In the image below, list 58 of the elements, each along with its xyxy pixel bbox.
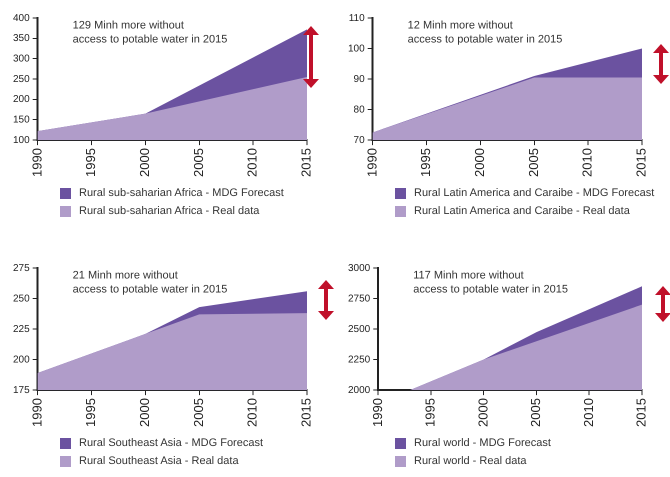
x-tick-label: 2010: [580, 398, 596, 427]
x-tick-label: 1995: [83, 148, 98, 177]
x-tick-label: 1990: [364, 148, 380, 177]
annotation: 21 Minh more without access to potable water in 2015: [72, 270, 228, 296]
y-tick-label: 100: [12, 134, 30, 146]
x-tick-label: 2000: [475, 398, 490, 427]
y-tick-label: 250: [12, 293, 30, 304]
legend-label: Rural Southeast Asia - Real data: [79, 455, 239, 467]
y-tick-label: 225: [12, 324, 30, 335]
legend-label: Rural sub-saharian Africa - Real data: [79, 205, 260, 217]
y-tick-label: 2750: [348, 293, 371, 304]
x-tick-label: 1990: [29, 148, 44, 177]
y-tick-label: 2000: [348, 384, 371, 396]
y-tick-label: 70: [354, 134, 366, 146]
x-tick-label: 2015: [634, 148, 649, 177]
x-tick-label: 1995: [422, 398, 438, 427]
y-tick-label: 100: [348, 43, 366, 54]
legend-label: Rural Southeast Asia - MDG Forecast: [79, 437, 264, 449]
legend-label: Rural world - MDG Forecast: [414, 437, 551, 449]
x-tick-label: 1990: [29, 398, 44, 427]
y-tick-label: 3000: [348, 262, 371, 274]
annotation: 129 Minh more without access to potable water in 2015: [72, 20, 228, 46]
x-tick-label: 2010: [244, 398, 260, 427]
x-tick-label: 2005: [528, 398, 544, 427]
legend-label: Rural world - Real data: [414, 455, 526, 467]
y-tick-label: 200: [12, 94, 30, 106]
x-tick-label: 2005: [190, 148, 206, 177]
y-tick-label: 350: [12, 33, 30, 44]
y-tick-label: 250: [12, 74, 30, 85]
y-tick-label: 90: [354, 74, 366, 85]
y-tick-label: 2250: [348, 354, 371, 366]
y-tick-label: 275: [12, 262, 30, 274]
x-tick-label: 1990: [370, 398, 385, 427]
x-tick-label: 1995: [418, 148, 434, 177]
x-tick-label: 2010: [244, 148, 260, 177]
x-tick-label: 2010: [580, 148, 595, 177]
x-tick-label: 2000: [136, 148, 152, 177]
y-tick-label: 300: [12, 53, 30, 64]
x-tick-label: 1995: [83, 398, 98, 427]
y-tick-label: 80: [354, 104, 366, 116]
y-tick-label: 2500: [348, 324, 371, 335]
x-tick-label: 2005: [526, 148, 541, 177]
legend-label: Rural Latin America and Caraibe - MDG Forecast: [414, 187, 654, 199]
x-tick-label: 2000: [136, 398, 152, 427]
x-tick-label: 2015: [634, 398, 649, 427]
y-tick-label: 110: [348, 12, 366, 24]
legend-label: Rural sub-saharian Africa - MDG Forecast: [79, 187, 284, 199]
y-tick-label: 400: [12, 12, 30, 24]
x-tick-label: 2015: [298, 398, 314, 427]
y-tick-label: 150: [12, 114, 30, 126]
y-tick-label: 200: [12, 354, 30, 366]
annotation: 117 Minh more without access to potable water in 2015: [413, 270, 568, 296]
annotation: 12 Minh more without access to potable water in 2015: [408, 20, 562, 46]
y-tick-label: 175: [12, 384, 30, 396]
x-tick-label: 2005: [190, 398, 206, 427]
legend-label: Rural Latin America and Caraibe - Real data: [414, 205, 630, 217]
x-tick-label: 2000: [472, 148, 487, 177]
x-tick-label: 2015: [298, 148, 314, 177]
